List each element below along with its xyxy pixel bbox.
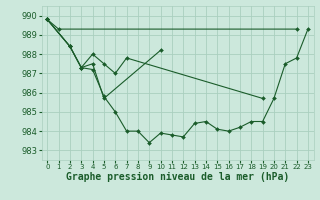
X-axis label: Graphe pression niveau de la mer (hPa): Graphe pression niveau de la mer (hPa) [66, 172, 289, 182]
